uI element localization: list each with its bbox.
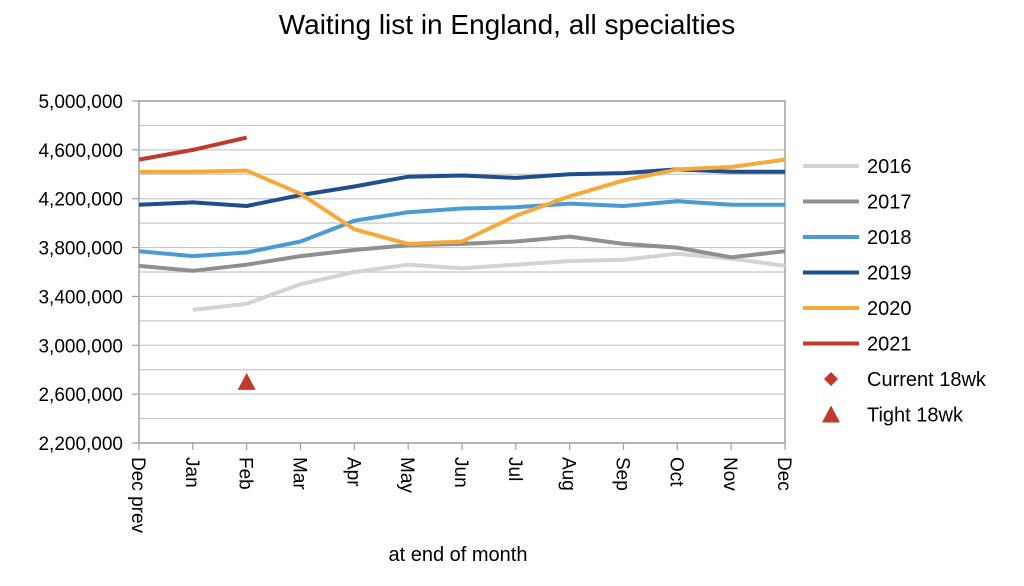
legend-label-current-18wk: Current 18wk <box>867 369 987 391</box>
x-tick-label: Apr <box>342 457 363 487</box>
legend-label-2020: 2020 <box>867 298 912 320</box>
legend-label-2021: 2021 <box>867 334 912 356</box>
y-tick-label: 5,000,000 <box>38 92 123 113</box>
x-tick-label: Jul <box>504 457 525 481</box>
series-line-2021 <box>138 135 248 162</box>
series-line-2016 <box>192 251 786 312</box>
series-markers <box>237 372 256 390</box>
series-lines <box>138 135 786 312</box>
x-tick-label: Dec <box>773 457 794 491</box>
legend-label-2016: 2016 <box>867 156 912 178</box>
legend: 2016 2017 2018 2019 2020 2021 Current 18wk Tigh… <box>803 156 987 427</box>
x-tick-label: Jan <box>181 457 202 488</box>
legend-label-tight-18wk: Tight 18wk <box>867 405 964 427</box>
x-tick-label: Aug <box>558 457 579 491</box>
x-tick-label: May <box>396 457 417 493</box>
y-tick-label: 3,800,000 <box>38 239 123 260</box>
legend-swatch-current-18wk <box>824 372 838 386</box>
x-tick-label: Mar <box>289 457 310 490</box>
legend-label-2019: 2019 <box>867 263 912 285</box>
y-tick-label: 4,600,000 <box>38 141 123 162</box>
y-tick-label: 3,400,000 <box>38 287 123 308</box>
x-tick-label: Feb <box>235 457 256 490</box>
legend-label-2017: 2017 <box>867 192 912 214</box>
y-tick-label: 4,200,000 <box>38 190 123 211</box>
x-tick-label: Dec prev <box>127 457 148 534</box>
y-tick-label: 2,600,000 <box>38 385 123 406</box>
x-tick-label: Nov <box>719 457 740 491</box>
legend-label-2018: 2018 <box>867 227 912 249</box>
x-tick-label: Oct <box>665 457 686 487</box>
gridlines <box>139 100 785 444</box>
series-line-2020 <box>139 157 786 246</box>
series-line-2018 <box>138 199 785 259</box>
y-tick-label: 2,200,000 <box>38 434 123 455</box>
legend-swatch-tight-18wk <box>822 405 840 423</box>
y-axis: 2,200,000 2,600,000 3,000,000 3,400,000 3,80… <box>38 92 139 455</box>
x-tick-label: Jun <box>450 457 471 488</box>
chart-title: Waiting list in England, all specialties <box>279 9 736 40</box>
y-tick-label: 3,000,000 <box>38 336 123 357</box>
x-axis-title: at end of month <box>389 544 528 566</box>
series-line-2017 <box>138 234 786 273</box>
x-tick-label: Sep <box>612 457 633 491</box>
series-point-tight-18wk <box>237 372 256 390</box>
x-axis: Dec prev Jan Feb Mar Apr May Jun Jul Aug Sep Oct No… <box>127 443 794 534</box>
